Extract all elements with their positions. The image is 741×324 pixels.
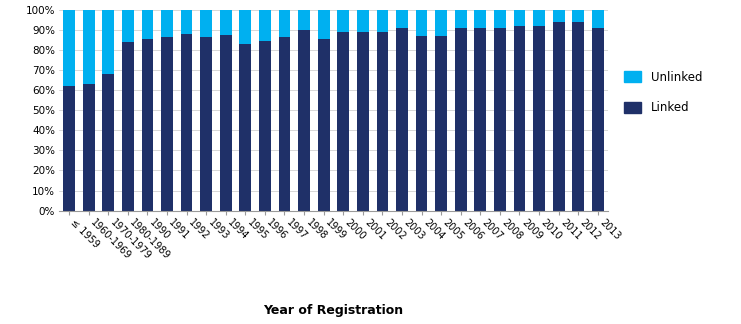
- Bar: [553, 22, 565, 211]
- Bar: [494, 28, 506, 211]
- Bar: [298, 30, 310, 211]
- Bar: [494, 10, 506, 28]
- Bar: [396, 28, 408, 211]
- Bar: [376, 32, 388, 211]
- Bar: [239, 44, 251, 211]
- Bar: [534, 10, 545, 26]
- Bar: [337, 10, 349, 32]
- Bar: [259, 10, 270, 41]
- Bar: [142, 39, 153, 211]
- Bar: [83, 10, 95, 84]
- X-axis label: Year of Registration: Year of Registration: [263, 304, 404, 317]
- Bar: [63, 86, 75, 211]
- Bar: [357, 10, 369, 32]
- Bar: [318, 10, 330, 39]
- Bar: [514, 26, 525, 211]
- Bar: [572, 10, 584, 22]
- Bar: [553, 10, 565, 22]
- Bar: [455, 10, 467, 28]
- Bar: [435, 36, 447, 211]
- Bar: [102, 74, 114, 211]
- Bar: [161, 10, 173, 37]
- Bar: [142, 10, 153, 39]
- Bar: [279, 37, 290, 211]
- Bar: [200, 37, 212, 211]
- Bar: [474, 28, 486, 211]
- Bar: [63, 10, 75, 86]
- Bar: [220, 35, 232, 211]
- Bar: [102, 10, 114, 74]
- Bar: [200, 10, 212, 37]
- Bar: [220, 10, 232, 35]
- Bar: [514, 10, 525, 26]
- Bar: [534, 26, 545, 211]
- Bar: [435, 10, 447, 36]
- Bar: [239, 10, 251, 44]
- Bar: [592, 28, 604, 211]
- Bar: [161, 37, 173, 211]
- Bar: [181, 10, 193, 34]
- Bar: [279, 10, 290, 37]
- Bar: [455, 28, 467, 211]
- Bar: [83, 84, 95, 211]
- Bar: [298, 10, 310, 30]
- Bar: [318, 39, 330, 211]
- Bar: [337, 32, 349, 211]
- Bar: [416, 36, 428, 211]
- Bar: [357, 32, 369, 211]
- Bar: [474, 10, 486, 28]
- Legend: Unlinked, Linked: Unlinked, Linked: [619, 66, 707, 119]
- Bar: [376, 10, 388, 32]
- Bar: [396, 10, 408, 28]
- Bar: [572, 22, 584, 211]
- Bar: [181, 34, 193, 211]
- Bar: [122, 10, 133, 42]
- Bar: [592, 10, 604, 28]
- Bar: [416, 10, 428, 36]
- Bar: [259, 41, 270, 211]
- Bar: [122, 42, 133, 211]
